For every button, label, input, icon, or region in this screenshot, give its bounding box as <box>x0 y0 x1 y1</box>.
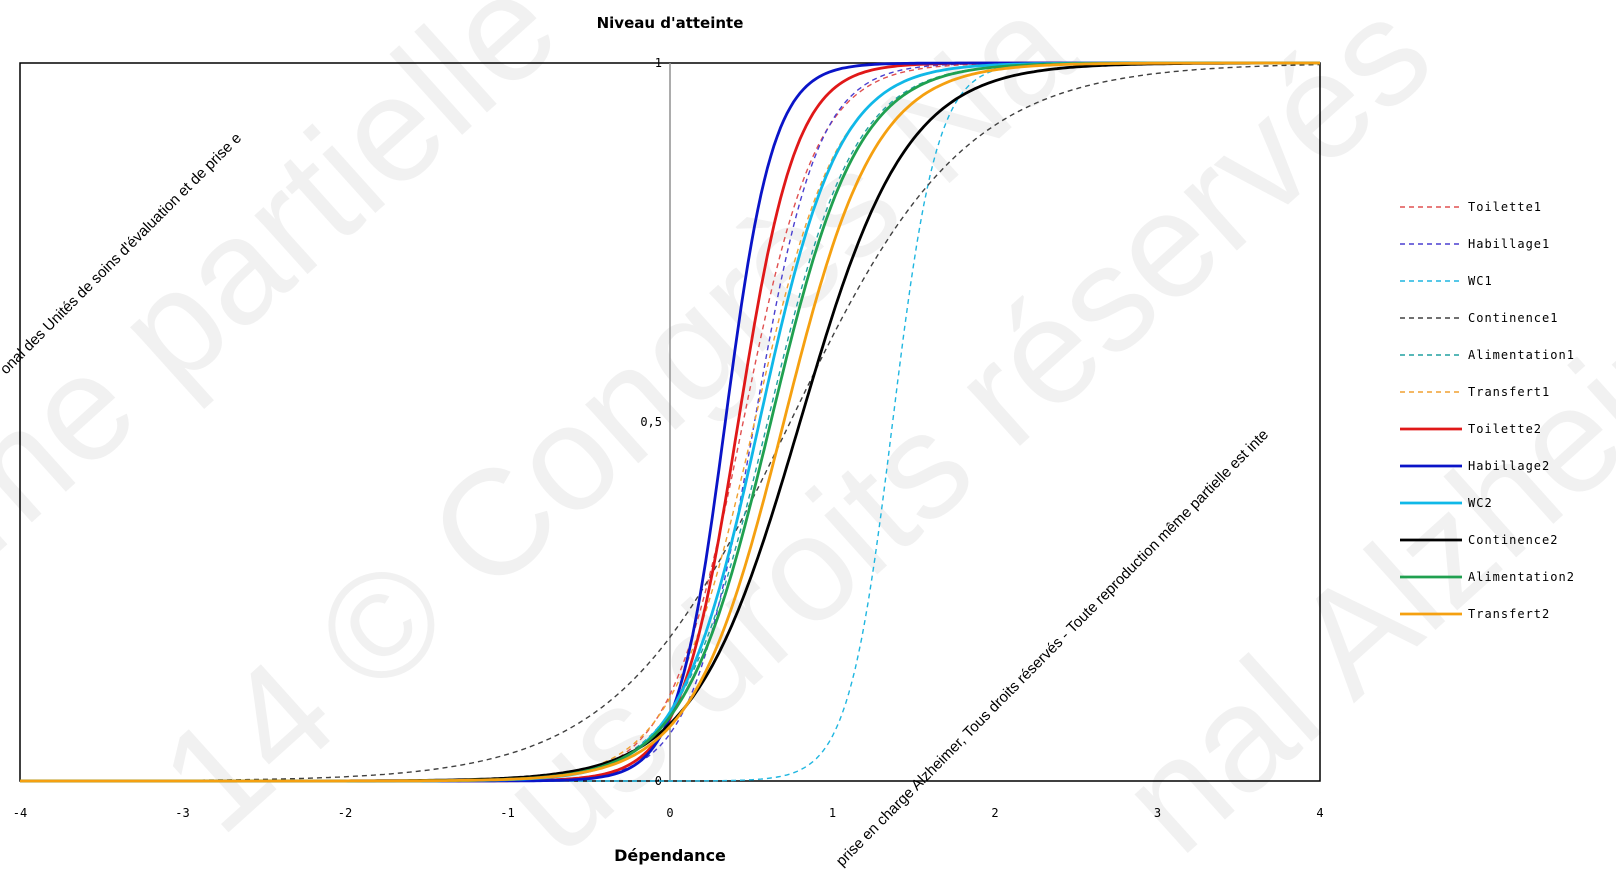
legend-label: Alimentation2 <box>1468 570 1575 584</box>
legend-label: WC2 <box>1468 496 1493 510</box>
legend-label: Habillage1 <box>1468 237 1550 251</box>
x-tick-label: -1 <box>500 806 514 820</box>
legend-label: Continence2 <box>1468 533 1558 547</box>
series-line-transfert2 <box>20 61 1320 783</box>
x-tick-label: -3 <box>175 806 189 820</box>
x-tick-label: -4 <box>13 806 27 820</box>
x-tick-label: 0 <box>666 806 673 820</box>
legend-label: Toilette2 <box>1468 422 1542 436</box>
legend-label: Toilette1 <box>1468 200 1542 214</box>
y-tick-label: 0 <box>655 774 662 788</box>
x-tick-label: 1 <box>829 806 836 820</box>
x-tick-label: 4 <box>1316 806 1323 820</box>
legend-label: Habillage2 <box>1468 459 1550 473</box>
legend-label: Alimentation1 <box>1468 348 1575 362</box>
y-tick-label: 0,5 <box>640 415 662 429</box>
axis-ticks: -4 -3 -2 -1 0 1 2 3 4 1 0,5 0 <box>13 56 1324 820</box>
x-tick-label: -2 <box>338 806 352 820</box>
x-axis-label: Dépendance <box>614 846 726 865</box>
legend-label: Transfert1 <box>1468 385 1550 399</box>
legend-label: Continence1 <box>1468 311 1558 325</box>
legend-label: WC1 <box>1468 274 1493 288</box>
legend-label: Transfert2 <box>1468 607 1550 621</box>
chart-title: Niveau d'atteinte <box>597 14 744 32</box>
y-tick-label: 1 <box>655 56 662 70</box>
series-lines <box>20 61 1321 783</box>
x-tick-label: 3 <box>1154 806 1161 820</box>
legend: Toilette1 Habillage1 WC1 Continence1 Aliment… <box>1400 200 1575 621</box>
x-tick-label: 2 <box>991 806 998 820</box>
